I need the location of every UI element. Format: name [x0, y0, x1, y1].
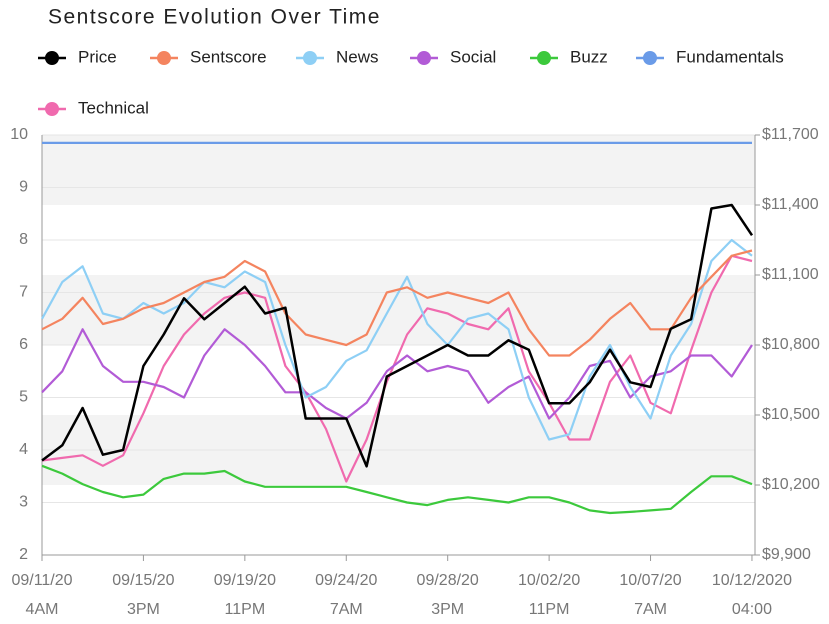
x-tick-label: 10/07/20: [619, 572, 681, 589]
y-tick-label: 4: [19, 441, 28, 458]
legend-marker: [537, 51, 551, 65]
y2-tick-label: $11,400: [762, 196, 819, 213]
band: [42, 275, 755, 345]
series-line: [41, 464, 753, 515]
y-tick-label: 6: [19, 336, 28, 353]
legend-marker: [303, 51, 317, 65]
x-tick-label: 3PM: [127, 601, 160, 618]
legend-label: Price: [78, 47, 117, 66]
y-tick-label: 7: [19, 284, 28, 301]
x-tick-label: 09/19/20: [214, 572, 276, 589]
legend-label: Social: [450, 47, 496, 66]
y2-tick-label: $10,200: [762, 476, 820, 493]
x-tick-label: 10/02/20: [518, 572, 580, 589]
band: [42, 135, 755, 205]
y-tick-label: 2: [19, 546, 28, 563]
legend-label: Fundamentals: [676, 47, 784, 66]
x-tick-label: 09/24/20: [315, 572, 377, 589]
y2-tick-label: $10,800: [762, 336, 820, 353]
x-tick-label: 11PM: [529, 601, 570, 618]
x-tick-label: 09/28/20: [417, 572, 479, 589]
y2-tick-label: $11,700: [762, 126, 819, 143]
series-line: [41, 249, 753, 357]
legend-label: Technical: [78, 98, 149, 117]
x-tick-label: 11PM: [225, 601, 266, 618]
x-tick-label: 3PM: [431, 601, 464, 618]
x-tick-label: 09/15/20: [112, 572, 174, 589]
y-tick-label: 3: [19, 494, 28, 511]
x-tick-label: 10/12/2020: [712, 572, 792, 589]
x-tick-label: 7AM: [634, 601, 667, 618]
x-tick-label: 04:00: [732, 601, 772, 618]
series-line: [41, 203, 754, 468]
y2-tick-label: $10,500: [762, 406, 820, 423]
series-line: [41, 238, 753, 441]
y-tick-label: 8: [19, 231, 28, 248]
y-tick-label: 5: [19, 389, 28, 406]
legend-marker: [45, 51, 59, 65]
x-tick-label: 09/11/20: [11, 572, 72, 589]
legend-marker: [157, 51, 171, 65]
y2-tick-label: $11,100: [762, 266, 819, 283]
x-tick-label: 7AM: [330, 601, 363, 618]
legend-label: Buzz: [570, 47, 608, 66]
y-tick-label: 9: [19, 179, 28, 196]
series-line: [41, 254, 753, 483]
legend-marker: [45, 102, 59, 116]
y-tick-label: 10: [10, 126, 28, 143]
legend-label: News: [336, 47, 379, 66]
y2-tick-label: $9,900: [762, 546, 811, 563]
legend-marker: [643, 51, 657, 65]
x-tick-label: 4AM: [26, 601, 59, 618]
legend-marker: [417, 51, 431, 65]
chart-title: Sentscore Evolution Over Time: [48, 6, 381, 29]
legend-label: Sentscore: [190, 47, 267, 66]
